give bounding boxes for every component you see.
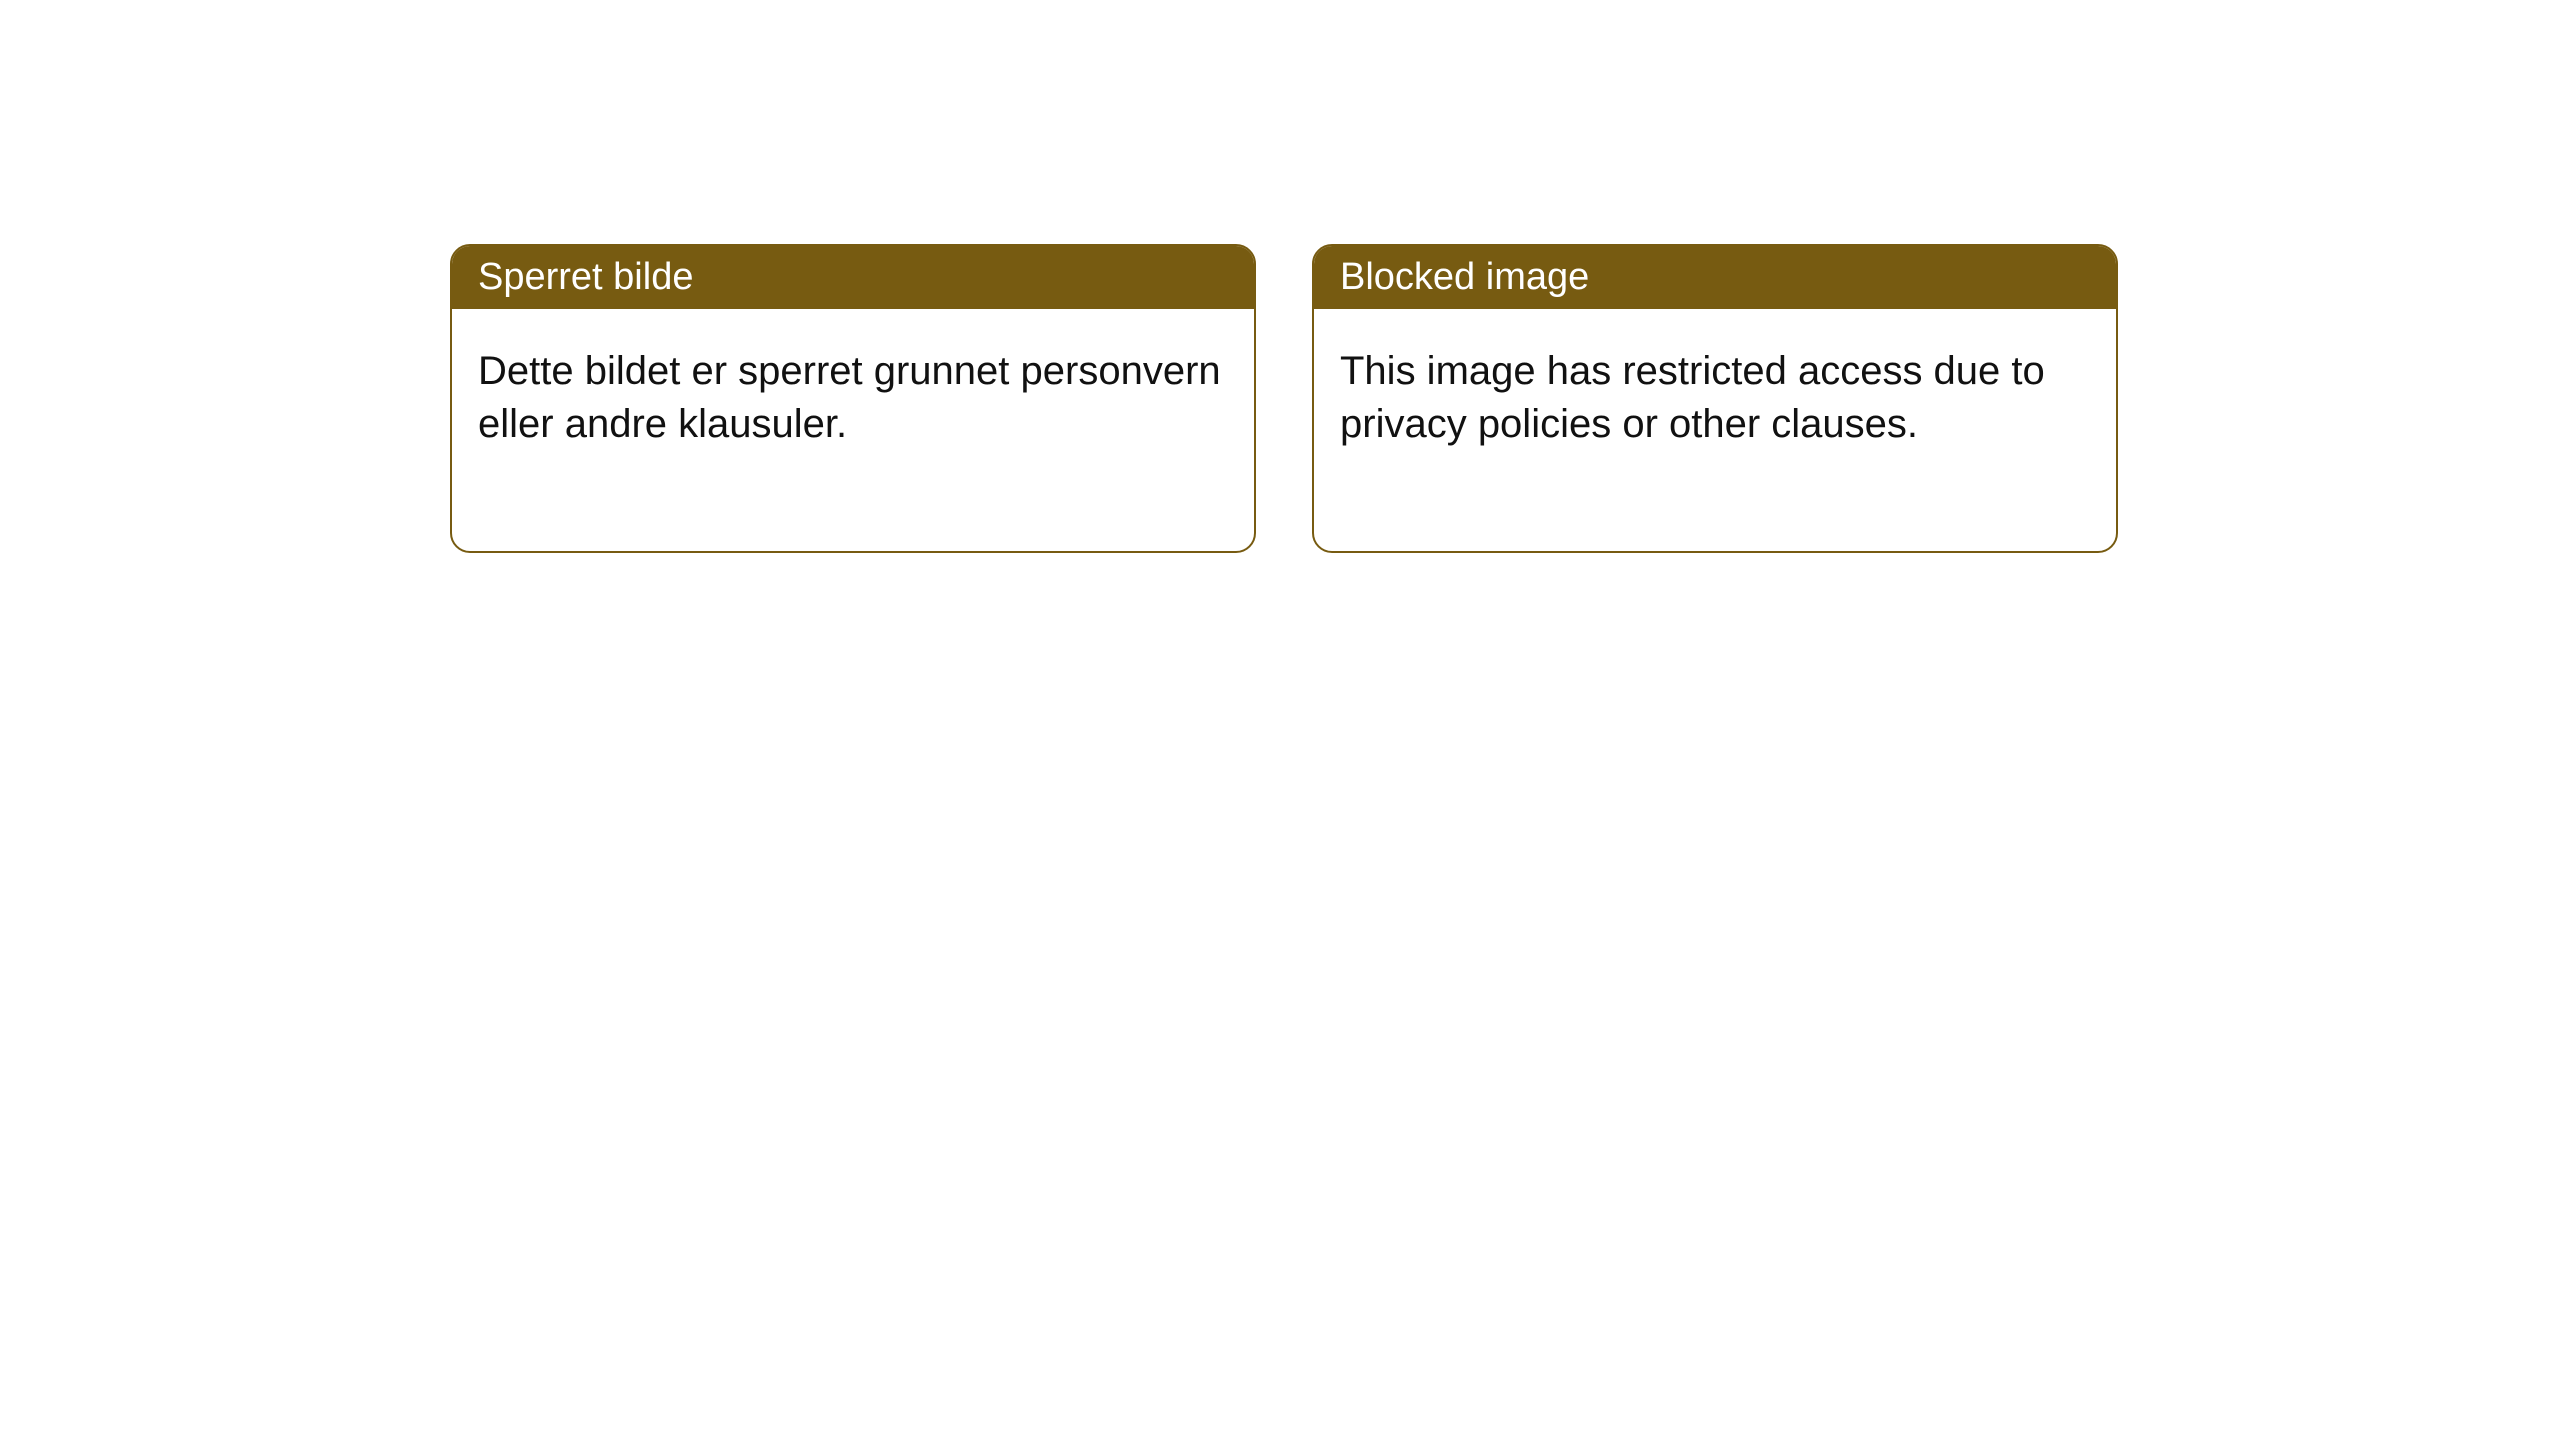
notice-card-norwegian: Sperret bilde Dette bildet er sperret gr…: [450, 244, 1256, 553]
notice-text: Dette bildet er sperret grunnet personve…: [478, 349, 1221, 446]
notice-title: Blocked image: [1340, 256, 1589, 298]
notice-title: Sperret bilde: [478, 256, 693, 298]
notice-body-norwegian: Dette bildet er sperret grunnet personve…: [452, 309, 1254, 551]
notice-cards-container: Sperret bilde Dette bildet er sperret gr…: [0, 0, 2560, 553]
notice-header-english: Blocked image: [1314, 246, 2116, 309]
notice-header-norwegian: Sperret bilde: [452, 246, 1254, 309]
notice-text: This image has restricted access due to …: [1340, 349, 2045, 446]
notice-body-english: This image has restricted access due to …: [1314, 309, 2116, 551]
notice-card-english: Blocked image This image has restricted …: [1312, 244, 2118, 553]
